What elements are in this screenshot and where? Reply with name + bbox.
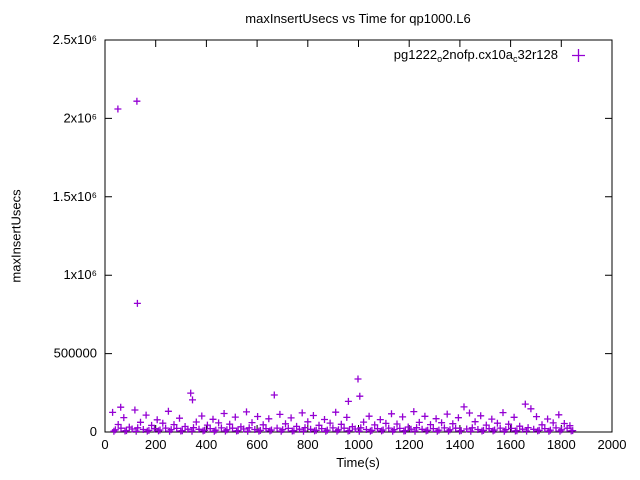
y-axis-label: maxInsertUsecs [8, 189, 24, 283]
plus-marker-icon [572, 49, 585, 62]
y-tick-label: 1.5x10⁶ [53, 189, 97, 204]
legend-label-segment-sub: c [513, 54, 518, 64]
legend: pg1222o2nofp.cx10ac32r128 [394, 47, 585, 64]
scatter-points [109, 97, 577, 435]
x-tick-label: 1000 [344, 437, 373, 452]
chart-title: maxInsertUsecs vs Time for qp1000.L6 [245, 11, 471, 26]
y-tick-label: 2x10⁶ [63, 110, 97, 125]
y-tick-label: 1x10⁶ [63, 267, 97, 282]
legend-label-segment: 32r128 [517, 47, 558, 62]
x-tick-label: 800 [297, 437, 319, 452]
x-tick-label: 1600 [496, 437, 525, 452]
x-tick-label: 1400 [445, 437, 474, 452]
x-tick-label: 0 [101, 437, 108, 452]
y-tick-label: 500000 [54, 346, 97, 361]
x-tick-label: 400 [196, 437, 218, 452]
legend-label-segment-sub: o [437, 54, 443, 64]
x-tick-label: 1800 [547, 437, 576, 452]
x-tick-label: 1200 [395, 437, 424, 452]
x-tick-label: 2000 [598, 437, 627, 452]
y-tick-label: 0 [90, 424, 97, 439]
legend-label-segment: pg1222 [393, 47, 438, 62]
y-tick-label: 2.5x10⁶ [53, 32, 97, 47]
x-axis-label: Time(s) [336, 455, 380, 470]
x-tick-label: 600 [246, 437, 268, 452]
legend-series-label: pg1222o2nofp.cx10ac32r128 [394, 47, 558, 64]
legend-label-segment: 2nofp.cx10a [442, 47, 514, 62]
x-tick-label: 200 [145, 437, 167, 452]
